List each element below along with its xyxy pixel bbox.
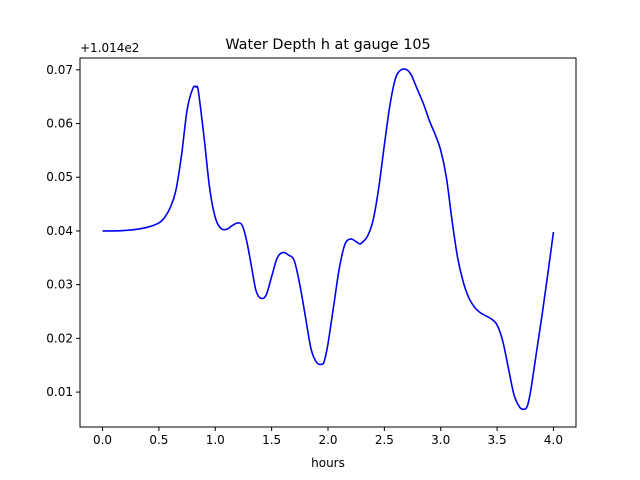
y-tick-label: 0.07 bbox=[46, 63, 73, 77]
x-tick-label: 1.5 bbox=[262, 433, 281, 447]
x-tick-label: 3.5 bbox=[488, 433, 507, 447]
y-tick-label: 0.06 bbox=[46, 117, 73, 131]
chart-title: Water Depth h at gauge 105 bbox=[225, 37, 430, 53]
axes-frame bbox=[79, 57, 577, 428]
x-tick-label: 3.0 bbox=[431, 433, 450, 447]
y-tick-label: 0.04 bbox=[46, 224, 73, 238]
series-line-0 bbox=[102, 68, 555, 411]
y-offset-label: +1.014e2 bbox=[80, 41, 139, 55]
x-tick-label: 0.5 bbox=[149, 433, 168, 447]
x-tick-label: 2.5 bbox=[375, 433, 394, 447]
y-axis-ticks: 0.01 0.02 0.03 0.04 0.05 0.06 0.07 bbox=[46, 63, 80, 399]
x-tick-label: 2.0 bbox=[318, 433, 337, 447]
y-tick-label: 0.02 bbox=[46, 331, 73, 345]
x-tick-label: 1.0 bbox=[206, 433, 225, 447]
x-axis-ticks: 0.0 0.5 1.0 1.5 2.0 2.5 3.0 3.5 4.0 bbox=[93, 427, 563, 447]
y-tick-label: 0.01 bbox=[46, 385, 73, 399]
x-tick-label: 4.0 bbox=[544, 433, 563, 447]
plot-area bbox=[102, 68, 555, 411]
y-tick-label: 0.05 bbox=[46, 170, 73, 184]
x-tick-label: 0.0 bbox=[93, 433, 112, 447]
y-tick-label: 0.03 bbox=[46, 278, 73, 292]
x-axis-label: hours bbox=[311, 456, 345, 470]
